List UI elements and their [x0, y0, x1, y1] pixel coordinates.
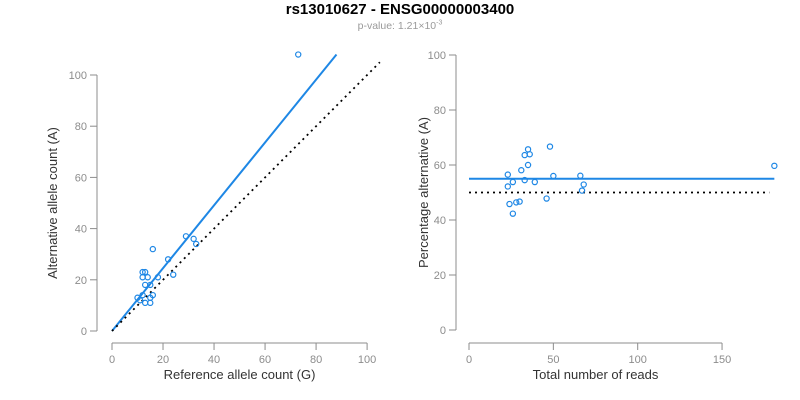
fit-line [111, 53, 338, 332]
data-point [521, 176, 528, 184]
x-tick-label: 40 [208, 354, 220, 366]
y-tick-label: 80 [75, 121, 87, 133]
data-point [149, 245, 157, 253]
y-tick-label: 20 [434, 270, 446, 282]
y-tick-label: 40 [434, 215, 446, 227]
data-point [516, 198, 523, 205]
x-tick-label: 80 [310, 354, 322, 366]
data-point [295, 51, 302, 58]
y-axis-title: Alternative allele count (A) [45, 127, 60, 279]
data-point [147, 299, 154, 307]
x-tick-label: 100 [629, 354, 647, 366]
data-point [141, 281, 149, 289]
data-point [154, 274, 162, 281]
data-point [141, 268, 149, 276]
chart-title: rs13010627 - ENSG00000003400 [285, 1, 515, 18]
left-panel-allele-counts: 0 20 40 60 80 100 0 20 40 60 80 100 Reference allele… [45, 51, 381, 382]
p-value-exponent: -3 [436, 19, 443, 27]
data-point [182, 233, 190, 240]
data-point [509, 210, 517, 217]
data-point [546, 143, 554, 150]
data-point [577, 172, 584, 179]
data-point [513, 199, 520, 206]
y-tick-label: 80 [434, 105, 446, 117]
y-tick-label: 100 [69, 70, 87, 82]
data-point [192, 240, 200, 248]
data-point [531, 178, 538, 186]
y-tick-label: 60 [75, 172, 87, 184]
x-tick-label: 0 [109, 354, 115, 366]
x-tick-label: 150 [713, 354, 731, 366]
p-value-text: p-value: 1.21×10 [357, 20, 437, 32]
data-point [136, 297, 144, 304]
data-point [771, 162, 778, 170]
y-tick-label: 60 [434, 160, 446, 172]
data-point [524, 161, 532, 169]
data-point [543, 195, 550, 202]
right-panel-percentage-alternative: 0 20 40 60 80 100 0 50 100 150 Total number of rea… [416, 50, 778, 382]
data-point [580, 181, 587, 188]
data-point [164, 256, 172, 263]
x-tick-label: 20 [157, 354, 169, 366]
data-point [518, 167, 525, 174]
data-point [144, 274, 151, 281]
data-point [521, 151, 528, 159]
p-value-label: p-value: 1.21×10-3 [0, 19, 800, 33]
y-tick-label: 40 [75, 224, 87, 236]
x-tick-label: 50 [547, 354, 559, 366]
data-point [141, 299, 149, 307]
identity-line [111, 61, 381, 332]
data-point [170, 271, 177, 278]
y-tick-label: 0 [81, 326, 87, 338]
data-point [506, 200, 513, 208]
data-point [139, 274, 146, 281]
y-tick-label: 0 [440, 325, 446, 337]
data-point [578, 187, 586, 194]
x-axis-title: Reference allele count (G) [164, 367, 316, 382]
data-point [147, 281, 154, 289]
y-tick-label: 20 [75, 275, 87, 287]
x-axis-title: Total number of reads [533, 367, 659, 382]
data-point [190, 235, 197, 243]
data-point [504, 183, 512, 190]
y-axis-title: Percentage alternative (A) [416, 117, 431, 268]
x-tick-label: 60 [259, 354, 271, 366]
y-tick-label: 100 [428, 50, 446, 62]
data-point [526, 151, 533, 158]
data-point [149, 291, 157, 299]
data-point [139, 291, 146, 299]
data-point [509, 178, 517, 186]
data-point [504, 171, 512, 178]
x-tick-label: 100 [358, 354, 376, 366]
x-tick-label: 0 [466, 354, 472, 366]
data-point [550, 172, 557, 180]
